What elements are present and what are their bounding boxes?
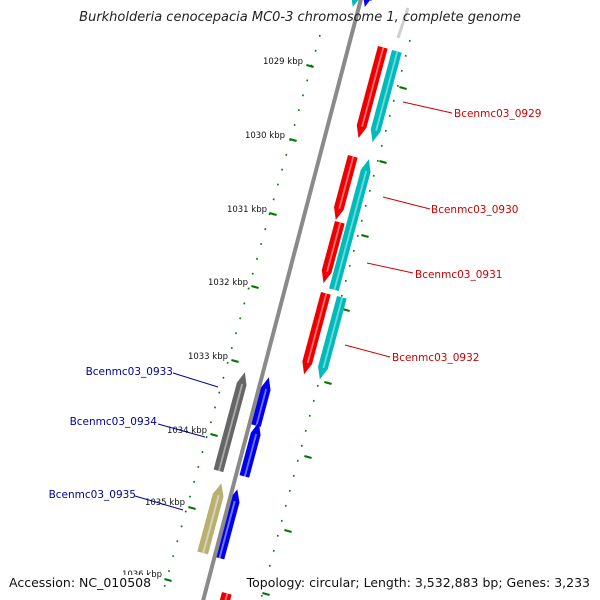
- cds-bcenmc03-0934-body: [239, 422, 261, 478]
- scale-tick: [399, 85, 407, 91]
- cds-bcenmc03-0935-cog[interactable]: [197, 483, 224, 555]
- scale-tick: [306, 63, 314, 69]
- cds-bcenmc03-0929-highlight: [361, 47, 385, 127]
- cds-bcenmc03-0929-cog[interactable]: [370, 50, 402, 143]
- cds-bcenmc03-0931-highlight: [326, 222, 342, 272]
- scale-major-ticks: 1029 kbp 1030 kbp 1031 kbp 1032 kbp 1033 kbp…: [122, 57, 407, 597]
- cds-bcenmc03-0932-cog-body: [318, 296, 347, 380]
- leader-line: [157, 423, 206, 438]
- map-title: Burkholderia cenocepacia MC0-3 chromosom…: [79, 10, 521, 25]
- cds-bcenmc03-0935-cog-body: [197, 483, 224, 555]
- scale-tick: [289, 137, 297, 143]
- scale-tick: [361, 233, 369, 239]
- cds-bcenmc03-0929-body: [356, 46, 388, 139]
- leader-line: [382, 196, 431, 210]
- cds-bcenmc03-0933[interactable]: [251, 377, 271, 427]
- cds-features[interactable]: [197, 0, 402, 600]
- scale-tick: [262, 591, 270, 597]
- scale-tick-label: 1029 kbp: [263, 57, 303, 67]
- gene-label-bcenmc03-0933[interactable]: Bcenmc03_0933: [86, 366, 173, 378]
- topology-text: Topology: circular; Length: 3,532,883 bp…: [246, 575, 590, 590]
- leader-line: [344, 344, 391, 358]
- backbone: [201, 0, 410, 600]
- cds-bcenmc03-0933-highlight: [255, 388, 268, 426]
- cds-bcenmc03-0930[interactable]: [334, 155, 358, 221]
- scale-tick: [231, 358, 239, 364]
- scale-tick: [304, 454, 312, 460]
- cds-bcenmc03-0932-highlight: [306, 293, 328, 364]
- cds-bcenmc03-0933-cog-highlight: [218, 383, 244, 472]
- cds-bcenmc03-0931[interactable]: [321, 221, 345, 284]
- cds-bcenmc03-0929-cog-body: [370, 50, 402, 143]
- cds-bcenmc03-0932-body: [302, 292, 331, 375]
- gene-label-bcenmc03-0935[interactable]: Bcenmc03_0935: [49, 489, 136, 501]
- gene-label-bcenmc03-0930[interactable]: Bcenmc03_0930: [431, 204, 518, 216]
- scale-tick: [164, 577, 172, 583]
- cds-bcenmc03-0934-highlight: [243, 433, 258, 477]
- cds-bcenmc03-0930-cog-highlight: [333, 170, 368, 291]
- scale-minor-ticks: [163, 34, 411, 597]
- cds-top-partial-2[interactable]: [362, 0, 373, 8]
- cds-bcenmc03-0933-cog[interactable]: [213, 372, 247, 473]
- cds-bcenmc03-0929-cog-highlight: [375, 51, 399, 131]
- leader-line: [172, 372, 219, 388]
- scale-tick: [210, 432, 218, 438]
- cds-bottom-partial[interactable]: [219, 592, 232, 600]
- accession-text: Accession: NC_010508: [9, 575, 152, 590]
- cds-bcenmc03-0930-highlight: [338, 156, 355, 209]
- leader-line: [402, 101, 453, 114]
- scale-tick-label: 1033 kbp: [188, 352, 228, 362]
- gene-label-bcenmc03-0931[interactable]: Bcenmc03_0931: [415, 269, 502, 281]
- scale-tick: [269, 211, 277, 217]
- scale-tick-label: 1034 kbp: [167, 426, 207, 436]
- label-leader-lines: [134, 101, 453, 511]
- cds-bcenmc03-0930-cog[interactable]: [329, 159, 371, 291]
- scale-tick-label: 1032 kbp: [208, 278, 248, 288]
- cds-bcenmc03-0932[interactable]: [302, 292, 331, 375]
- cds-bcenmc03-0929[interactable]: [356, 46, 388, 139]
- backbone-fade: [396, 7, 410, 39]
- leader-line: [134, 495, 184, 511]
- cds-bcenmc03-0933-cog-body: [213, 372, 247, 473]
- cds-bcenmc03-0930-body: [334, 155, 358, 221]
- cds-top-partial-body: [351, 0, 360, 8]
- scale-tick: [324, 380, 332, 386]
- scale-tick: [251, 284, 259, 290]
- scale-tick-label: 1035 kbp: [145, 498, 185, 508]
- cds-bcenmc03-0935-highlight: [218, 500, 236, 559]
- gene-label-bcenmc03-0934[interactable]: Bcenmc03_0934: [70, 416, 158, 428]
- cds-bcenmc03-0932-cog[interactable]: [318, 296, 347, 380]
- cds-bcenmc03-0933-body: [251, 377, 271, 427]
- cds-bcenmc03-0931-body: [321, 221, 345, 284]
- gene-label-bcenmc03-0929[interactable]: Bcenmc03_0929: [454, 108, 541, 120]
- scale-tick-label: 1031 kbp: [227, 205, 267, 215]
- cds-bcenmc03-0934[interactable]: [239, 422, 261, 478]
- scale-tick: [379, 159, 387, 165]
- cds-bcenmc03-0935-cog-highlight: [202, 494, 220, 554]
- scale-tick: [284, 528, 292, 534]
- gene-labels[interactable]: Bcenmc03_0929 Bcenmc03_0930 Bcenmc03_0931 B…: [49, 108, 542, 501]
- cds-bcenmc03-0930-cog-body: [329, 159, 371, 291]
- scale-tick-label: 1030 kbp: [245, 131, 285, 141]
- gene-label-bcenmc03-0932[interactable]: Bcenmc03_0932: [392, 352, 479, 364]
- cds-bcenmc03-0932-cog-highlight: [322, 297, 344, 369]
- cds-top-partial[interactable]: [350, 0, 361, 8]
- scale-tick: [188, 505, 196, 511]
- cds-top-partial-2-body: [363, 0, 372, 8]
- cds-bottom-partial-body: [219, 592, 232, 600]
- backbone-line: [201, 0, 363, 600]
- leader-line: [366, 262, 414, 274]
